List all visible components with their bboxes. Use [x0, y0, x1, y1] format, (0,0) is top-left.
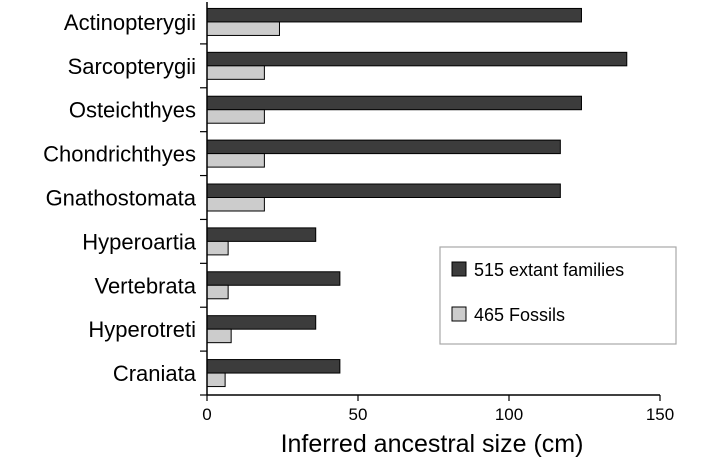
category-label-hyperotreti: Hyperotreti: [88, 317, 196, 342]
legend-label-fossils: 465 Fossils: [474, 305, 565, 325]
legend-box: [439, 246, 677, 345]
x-tick-label-150: 150: [646, 405, 674, 424]
x-tick-label-100: 100: [495, 405, 523, 424]
category-label-hyperoartia: Hyperoartia: [82, 229, 196, 254]
category-label-vertebrata: Vertebrata: [94, 273, 196, 298]
bar-extant-sarcopterygii: [206, 51, 628, 67]
bar-fossils-osteichthyes: [206, 109, 265, 124]
category-label-actinopterygii: Actinopterygii: [64, 10, 196, 35]
legend: 515 extant families 465 Fossils: [439, 246, 677, 345]
category-label-gnathostomata: Gnathostomata: [46, 186, 197, 211]
legend-label-extant: 515 extant families: [474, 260, 624, 280]
legend-swatch-extant: [451, 261, 467, 277]
bar-extant-hyperotreti: [206, 315, 317, 330]
y-axis-ticks: [200, 43, 207, 396]
bar-extant-hyperoartia: [206, 227, 317, 242]
bar-fossils-actinopterygii: [206, 21, 280, 36]
category-label-sarcopterygii: Sarcopterygii: [68, 54, 196, 79]
bar-extant-chondrichthyes: [206, 139, 561, 155]
bar-extant-vertebrata: [206, 271, 341, 286]
bar-fossils-vertebrata: [206, 284, 229, 300]
x-axis-title: Inferred ancestral size (cm): [281, 430, 584, 458]
category-label-osteichthyes: Osteichthyes: [69, 98, 196, 123]
bar-fossils-gnathostomata: [206, 197, 265, 212]
legend-swatch-fossils: [451, 306, 467, 322]
category-labels: Actinopterygii Sarcopterygii Osteichthyes C…: [43, 10, 197, 386]
bar-extant-osteichthyes: [206, 95, 582, 111]
category-label-chondrichthyes: Chondrichthyes: [43, 142, 196, 167]
bar-fossils-hyperoartia: [206, 240, 229, 256]
x-tick-label-0: 0: [202, 405, 211, 424]
x-axis-ticks: 0 50 100 150: [202, 395, 674, 424]
bar-fossils-sarcopterygii: [206, 65, 265, 80]
bar-extant-actinopterygii: [206, 7, 582, 23]
bar-extant-gnathostomata: [206, 183, 561, 198]
bar-fossils-chondrichthyes: [206, 153, 265, 168]
bar-fossils-hyperotreti: [206, 328, 232, 344]
bar-fossils-craniata: [206, 372, 226, 388]
category-label-craniata: Craniata: [113, 361, 197, 386]
bar-extant-craniata: [206, 359, 341, 374]
x-tick-label-50: 50: [349, 405, 368, 424]
